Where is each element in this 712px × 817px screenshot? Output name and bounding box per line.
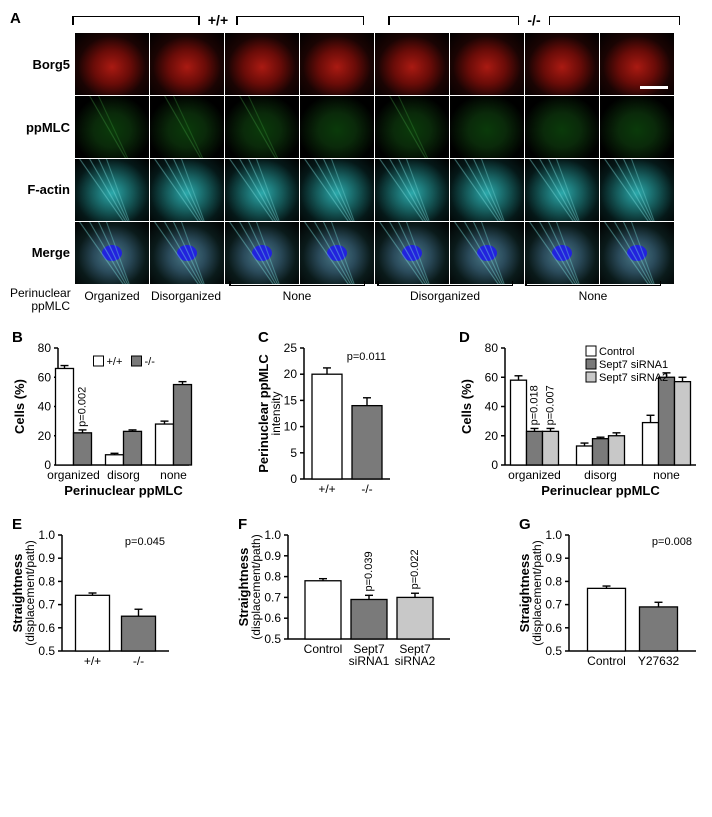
svg-text:1.0: 1.0 [264,528,281,542]
svg-text:Sept7 siRNA2: Sept7 siRNA2 [599,372,668,384]
svg-text:none: none [160,468,187,482]
svg-text:Perinuclear ppMLC: Perinuclear ppMLC [541,483,660,498]
svg-text:organized: organized [508,468,561,482]
svg-text:40: 40 [38,400,52,414]
svg-text:-/-: -/- [361,482,372,496]
svg-text:-/-: -/- [133,654,144,668]
svg-text:0.7: 0.7 [38,598,55,612]
svg-text:0.7: 0.7 [545,598,562,612]
genotype-wt: +/+ [202,12,234,28]
genotype-ko: -/- [521,12,546,28]
svg-text:siRNA1: siRNA1 [349,654,390,668]
svg-text:disorg: disorg [107,468,140,482]
svg-text:Cells (%): Cells (%) [12,379,27,434]
svg-text:none: none [653,468,680,482]
svg-text:E: E [12,516,22,533]
svg-text:organized: organized [47,468,100,482]
cat-wt-disorganized: Disorganized [149,289,223,313]
svg-text:G: G [519,516,531,533]
svg-text:(displacement/path): (displacement/path) [249,535,263,640]
svg-text:+/+: +/+ [107,356,123,368]
micrograph-grid [75,33,674,284]
svg-text:p=0.045: p=0.045 [125,536,165,548]
svg-text:40: 40 [485,400,499,414]
svg-text:20: 20 [485,429,499,443]
svg-text:p=0.039: p=0.039 [363,552,375,592]
svg-text:5: 5 [290,446,297,460]
svg-text:siRNA2: siRNA2 [395,654,436,668]
svg-text:0.6: 0.6 [38,621,55,635]
svg-text:disorg: disorg [584,468,617,482]
svg-text:0.9: 0.9 [264,549,281,563]
svg-text:p=0.008: p=0.008 [652,536,692,548]
svg-text:1.0: 1.0 [545,528,562,542]
svg-text:1.0: 1.0 [38,528,55,542]
scale-bar [640,86,668,89]
svg-text:p=0.007: p=0.007 [545,386,557,426]
svg-text:+/+: +/+ [84,654,101,668]
svg-text:0: 0 [491,458,498,472]
svg-text:(displacement/path): (displacement/path) [530,541,544,646]
svg-text:0.6: 0.6 [545,621,562,635]
row-label-ppmlc: ppMLC [10,120,70,135]
svg-text:Control: Control [599,346,634,358]
svg-text:0.5: 0.5 [264,632,281,646]
svg-text:-/-: -/- [145,356,156,368]
svg-text:10: 10 [284,420,298,434]
svg-text:p=0.018: p=0.018 [529,386,541,426]
cat-wt-organized: Organized [75,289,149,313]
svg-text:60: 60 [38,371,52,385]
svg-text:intensity: intensity [269,392,283,436]
panel-f-chart: F0.50.60.70.80.91.0Straightness(displace… [236,515,456,675]
svg-text:20: 20 [284,368,298,382]
svg-text:Perinuclear ppMLC: Perinuclear ppMLC [64,483,183,498]
svg-text:0.9: 0.9 [38,552,55,566]
svg-text:Control: Control [587,654,626,668]
svg-text:0.5: 0.5 [38,644,55,658]
svg-text:Control: Control [304,642,343,656]
svg-text:p=0.002: p=0.002 [77,387,89,427]
svg-text:p=0.011: p=0.011 [347,351,386,363]
svg-text:0: 0 [290,472,297,486]
panel-e-chart: E0.50.60.70.80.91.0Straightness(displace… [10,515,175,675]
cat-ko-disorganized: Disorganized [410,289,480,303]
svg-text:F: F [238,516,247,533]
svg-text:80: 80 [38,341,52,355]
svg-text:0.9: 0.9 [545,552,562,566]
svg-text:Sept7 siRNA1: Sept7 siRNA1 [599,359,668,371]
cat-wt-none: None [283,289,312,303]
svg-text:60: 60 [485,371,499,385]
svg-text:20: 20 [38,429,52,443]
svg-text:0.8: 0.8 [545,575,562,589]
row-label-merge: Merge [10,245,70,260]
svg-text:15: 15 [284,394,298,408]
svg-text:80: 80 [485,341,499,355]
panel-d-chart: D 0 20 40 60 80 Cells (%) organized disorg nonePe… [457,328,702,503]
panel-b-chart: B020406080Cells (%)organizeddisorgnonePe… [10,328,195,503]
cat-ko-none: None [579,289,608,303]
panel-c-chart: C0510152025Perinuclear ppMLCintensity+/+… [256,328,396,503]
perinuclear-row-label: PerinuclearppMLC [10,287,75,313]
panel-a-label: A [10,10,21,27]
svg-text:Y27632: Y27632 [638,654,680,668]
svg-text:0.6: 0.6 [264,612,281,626]
svg-text:D: D [459,329,470,346]
svg-text:0.5: 0.5 [545,644,562,658]
row-label-borg5: Borg5 [10,57,70,72]
svg-text:0.8: 0.8 [264,570,281,584]
row-label-factin: F-actin [10,182,70,197]
svg-text:0.7: 0.7 [264,591,281,605]
svg-text:Cells (%): Cells (%) [459,379,474,434]
svg-text:C: C [258,329,269,346]
svg-text:+/+: +/+ [318,482,335,496]
svg-text:B: B [12,329,23,346]
svg-text:25: 25 [284,341,298,355]
svg-text:p=0.022: p=0.022 [409,550,421,590]
panel-g-chart: G0.50.60.70.80.91.0Straightness(displace… [517,515,702,675]
svg-text:0.8: 0.8 [38,575,55,589]
svg-text:(displacement/path): (displacement/path) [23,541,37,646]
